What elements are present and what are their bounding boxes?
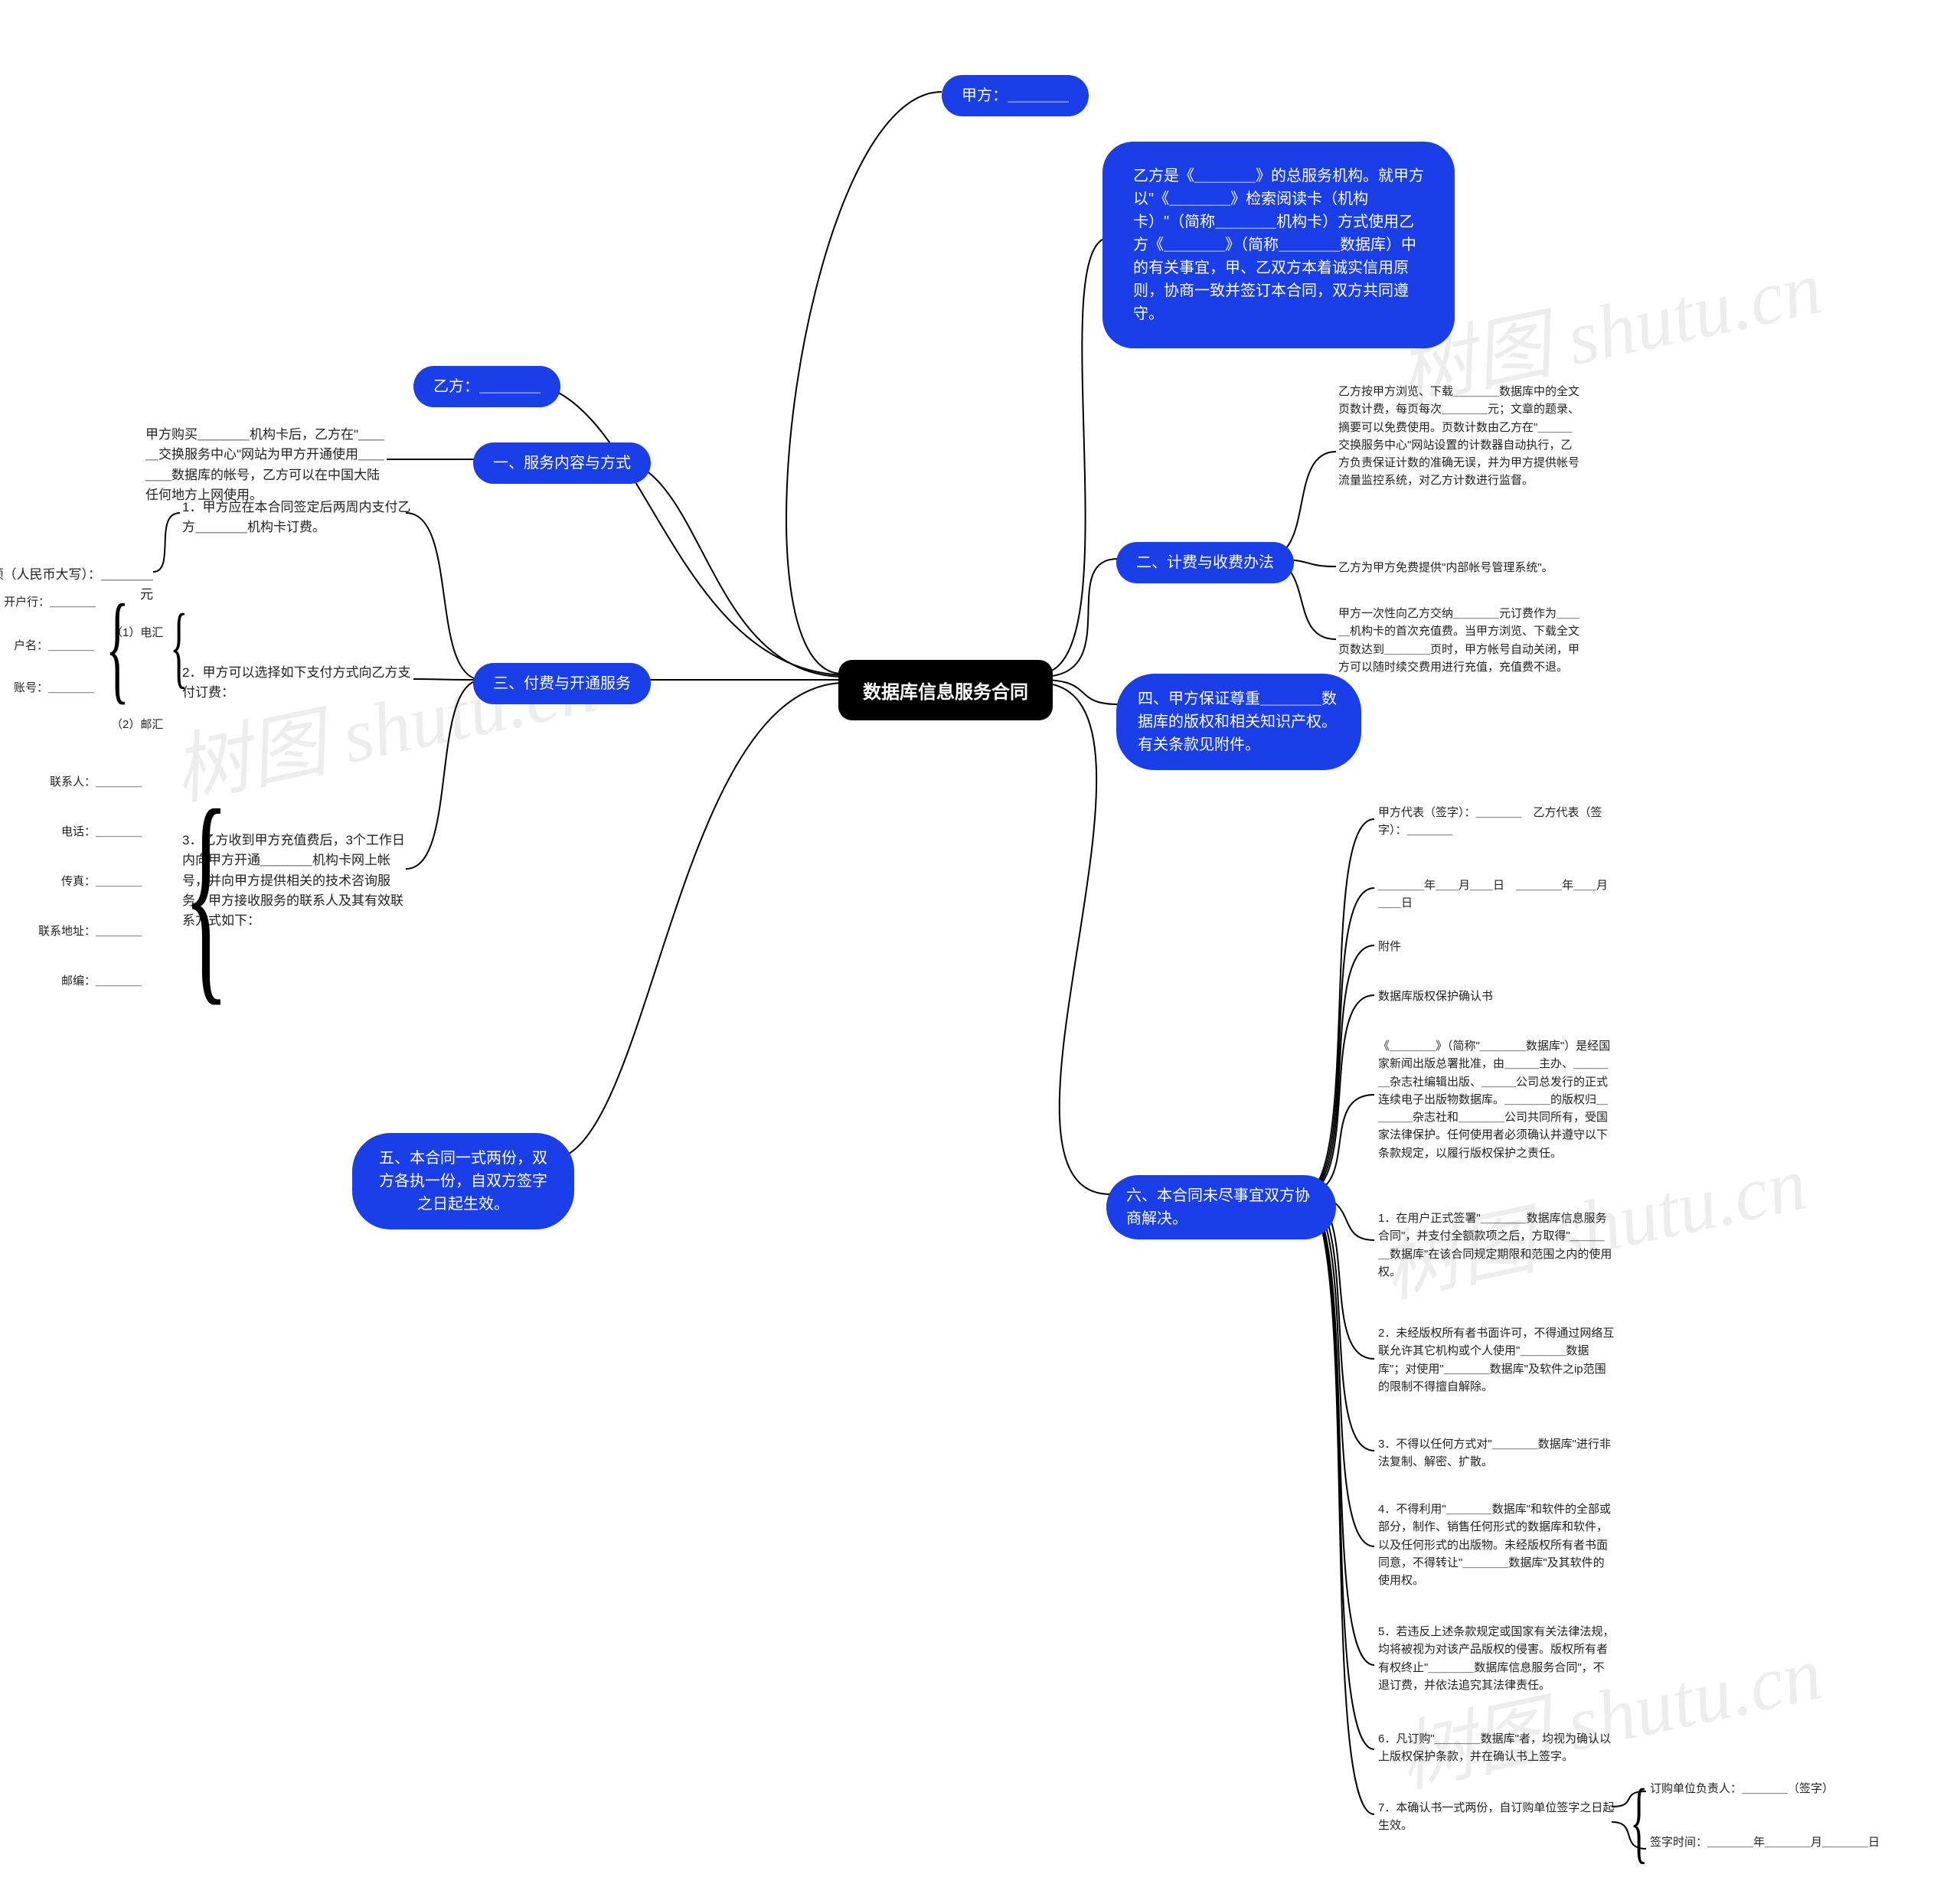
six-s10: 5．若违反上述条款规定或国家有关法律法规，均将被视为对该产品版权的侵害。版权所有… [1378, 1623, 1615, 1694]
six-s7: 2．未经版权所有者书面许可，不得通过网络互联允许其它机构或个人使用"＿＿＿＿数据… [1378, 1324, 1615, 1396]
youhui-label: （2）邮汇 [111, 716, 163, 733]
contact-youbian: 邮编：＿＿＿＿ [61, 972, 142, 990]
two-a: 乙方按甲方浏览、下载＿＿＿＿数据库中的全文页数计费，每页每次＿＿＿＿元；文章的题… [1338, 383, 1583, 490]
root-node: 数据库信息服务合同 [838, 660, 1053, 720]
party-b-node: 乙方：＿＿＿＿ [413, 366, 560, 407]
section-six-node: 六、本合同未尽事宜双方协商解决。 [1106, 1175, 1336, 1239]
two-c: 甲方一次性向乙方交纳＿＿＿＿元订费作为＿＿＿机构卡的首次充值费。当甲方浏览、下载… [1338, 605, 1583, 676]
section-five-node: 五、本合同一式两份，双方各执一份，自双方签字之日起生效。 [352, 1133, 574, 1229]
brace-dianhui-inner: { [106, 576, 129, 718]
six-s6: 1．在用户正式签署"＿＿＿＿数据库信息服务合同"，并支付全额款项之后，方取得"＿… [1378, 1210, 1615, 1281]
contact-dianhua: 电话：＿＿＿＿ [61, 823, 142, 841]
three-item2: 2．甲方可以选择如下支付方式向乙方支付订费： [182, 663, 412, 704]
dianhui-zhanghao: 账号：＿＿＿＿ [14, 679, 94, 697]
section-one-detail: 甲方购买＿＿＿＿机构卡后，乙方在"＿＿＿交换服务中心"网站为甲方开通使用＿＿＿＿… [145, 425, 390, 505]
six-s1: 甲方代表（签字）：＿＿＿＿ 乙方代表（签字）：＿＿＿＿ [1378, 804, 1615, 840]
six-s2: ＿＿＿＿年＿＿月＿＿日 ＿＿＿＿年＿＿月＿＿日 [1378, 877, 1615, 913]
two-b: 乙方为甲方免费提供"内部帐号管理系统"。 [1338, 559, 1553, 576]
section-four-node: 四、甲方保证尊重＿＿＿＿数据库的版权和相关知识产权。有关条款见附件。 [1116, 674, 1361, 770]
six-s11: 6．凡订购"＿＿＿＿数据库"者，均视为确认以上版权保护条款，并在确认书上签字。 [1378, 1730, 1615, 1766]
six-s12-sub2: 签字时间：＿＿＿＿年＿＿＿＿月＿＿＿＿日 [1650, 1833, 1880, 1851]
party-a-node: 甲方：＿＿＿＿ [942, 75, 1089, 116]
contact-chuanzhen: 传真：＿＿＿＿ [61, 873, 142, 890]
six-s8: 3．不得以任何方式对"＿＿＿＿数据库"进行非法复制、解密、扩散。 [1378, 1435, 1615, 1471]
connector-layer [0, 0, 1960, 1897]
six-s5: 《＿＿＿＿》（简称"＿＿＿＿数据库"）是经国家新闻出版总署批准，由＿＿＿主办、＿… [1378, 1037, 1615, 1162]
six-s12: 7．本确认书一式两份，自订购单位签字之日起生效。 [1378, 1799, 1615, 1835]
contact-lianxiren: 联系人：＿＿＿＿ [50, 773, 142, 791]
section-two-node: 二、计费与收费办法 [1116, 542, 1294, 583]
three-item1: 1．甲方应在本合同签定后两周内支付乙方＿＿＿＿机构卡订费。 [182, 498, 412, 538]
brace-contact: { [184, 758, 230, 1030]
brace-dianhui: { [170, 593, 188, 699]
section-one-node: 一、服务内容与方式 [473, 442, 651, 484]
six-s4: 数据库版权保护确认书 [1378, 988, 1493, 1005]
party-b-desc-node: 乙方是《＿＿＿＿》的总服务机构。就甲方以"《＿＿＿＿》检索阅读卡（机构卡）"（简… [1102, 142, 1455, 348]
section-three-node: 三、付费与开通服务 [473, 663, 651, 704]
six-s9: 4．不得利用"＿＿＿＿数据库"和软件的全部或部分，制作、销售任何形式的数据库和软… [1378, 1500, 1615, 1589]
brace-s12: { [1630, 1768, 1648, 1874]
dianhui-huming: 户名：＿＿＿＿ [14, 637, 94, 655]
six-s12-sub1: 订购单位负责人：＿＿＿＿（签字） [1650, 1780, 1834, 1797]
contact-dizhi: 联系地址：＿＿＿＿ [38, 922, 142, 940]
dianhui-bank: 开户行：＿＿＿＿ [4, 593, 96, 611]
six-s3: 附件 [1378, 938, 1401, 955]
